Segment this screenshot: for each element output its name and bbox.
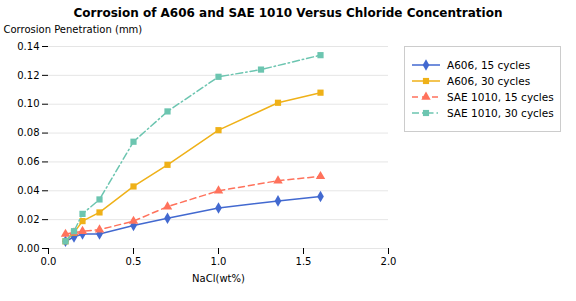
svg-text:0.02: 0.02 (17, 214, 39, 225)
svg-text:1.5: 1.5 (296, 256, 312, 267)
svg-text:0.06: 0.06 (17, 156, 39, 167)
svg-text:0.00: 0.00 (17, 243, 39, 254)
svg-text:NaCl(wt%): NaCl(wt%) (192, 273, 245, 284)
html-text:SAE 1010, 30 cycles: SAE 1010, 30 cycles (447, 107, 554, 119)
html-text:SAE 1010, 15 cycles: SAE 1010, 15 cycles (447, 91, 554, 103)
svg-text:0.0: 0.0 (41, 256, 57, 267)
svg-text:0.14: 0.14 (17, 41, 39, 52)
svg-text:0.04: 0.04 (17, 185, 39, 196)
svg-text:0.12: 0.12 (17, 70, 39, 81)
html-text:Corrosion of A606 and SAE 1010: Corrosion of A606 and SAE 1010 Versus Ch… (73, 6, 503, 20)
svg-text:Corrosion Penetration (mm): Corrosion Penetration (mm) (4, 24, 143, 35)
svg-text:0.5: 0.5 (126, 256, 142, 267)
svg-text:1.0: 1.0 (211, 256, 227, 267)
html-text:A606, 30 cycles: A606, 30 cycles (447, 75, 531, 87)
svg-text:0.10: 0.10 (17, 98, 39, 109)
svg-text:0.08: 0.08 (17, 127, 39, 138)
svg-text:2.0: 2.0 (381, 256, 397, 267)
html-text:A606, 15 cycles: A606, 15 cycles (447, 59, 531, 71)
